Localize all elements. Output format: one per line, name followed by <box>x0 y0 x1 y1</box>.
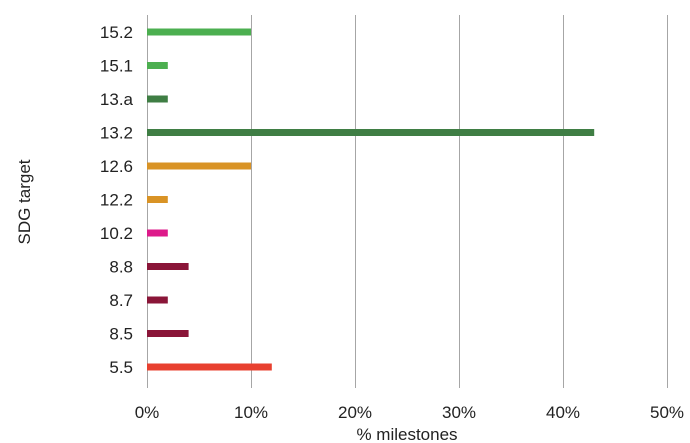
category-label-8.5: 8.5 <box>109 325 133 344</box>
bar-13.2 <box>147 129 595 136</box>
x-axis-tick-labels: 0% 10% 20% 30% 40% 50% <box>135 403 684 422</box>
bar-12.2 <box>147 196 168 203</box>
x-tick-label: 0% <box>135 403 160 422</box>
category-label-12.2: 12.2 <box>100 191 133 210</box>
x-tick-label: 10% <box>234 403 268 422</box>
bar-12.6 <box>147 162 251 170</box>
category-label-10.2: 10.2 <box>100 224 133 243</box>
category-label-15.2: 15.2 <box>100 23 133 42</box>
category-label-8.7: 8.7 <box>109 291 133 310</box>
bar-8.7 <box>147 296 168 304</box>
category-label-8.8: 8.8 <box>109 258 133 277</box>
category-label-13.2: 13.2 <box>100 124 133 143</box>
x-axis-title: % milestones <box>356 425 457 443</box>
bar-5.5 <box>147 363 272 371</box>
bar-13.a <box>147 95 168 103</box>
bar-15.2 <box>147 28 251 36</box>
category-label-5.5: 5.5 <box>109 358 133 377</box>
category-label-15.1: 15.1 <box>100 57 133 76</box>
bars <box>147 28 595 371</box>
x-tick-label: 20% <box>338 403 372 422</box>
bar-10.2 <box>147 229 168 237</box>
grid-lines <box>147 15 668 388</box>
y-axis-title: SDG target <box>15 159 34 244</box>
category-label-13.a: 13.a <box>100 90 134 109</box>
bar-8.5 <box>147 330 189 337</box>
x-tick-label: 40% <box>546 403 580 422</box>
bar-8.8 <box>147 263 189 270</box>
x-tick-label: 30% <box>442 403 476 422</box>
category-label-12.6: 12.6 <box>100 157 133 176</box>
x-tick-label: 50% <box>650 403 684 422</box>
y-axis-category-labels: 15.2 15.1 13.a 13.2 12.6 12.2 10.2 8.8 8.7 8.5 5.5 <box>100 23 134 377</box>
bar-15.1 <box>147 62 168 69</box>
